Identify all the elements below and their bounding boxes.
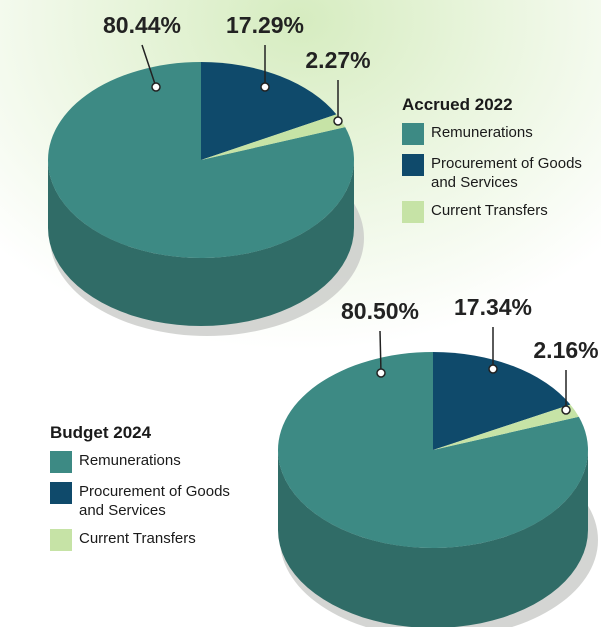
value-label: 2.16% <box>533 337 598 363</box>
legend-label: Current Transfers <box>431 202 548 219</box>
legend-swatch <box>50 482 72 504</box>
value-label: 17.29% <box>226 12 304 38</box>
legend: Accrued 2022 Remunerations Procurement of … <box>402 95 591 232</box>
leader-dot <box>376 368 386 378</box>
leader-dot <box>151 82 161 92</box>
legend-entry: Procurement of Goods and Services <box>50 482 239 520</box>
leader-dot <box>488 364 498 374</box>
pie-slice <box>47 62 355 258</box>
pie-side <box>48 160 354 326</box>
leader-line <box>141 44 157 88</box>
leader-dot <box>561 405 571 415</box>
legend: Budget 2024 Remunerations Procurement of G… <box>50 423 239 560</box>
legend-title: Accrued 2022 <box>402 95 513 114</box>
pie-slice <box>433 352 571 450</box>
legend-swatch <box>402 123 424 145</box>
legend-swatch <box>402 154 424 176</box>
legend-title: Budget 2024 <box>50 423 152 442</box>
pie-side <box>278 450 588 627</box>
legend-swatch <box>50 451 72 473</box>
leader-dot <box>333 116 343 126</box>
legend-entry: Procurement of Goods and Services <box>402 154 591 192</box>
value-label: 2.27% <box>305 47 370 73</box>
pie-slice <box>433 404 579 450</box>
legend-swatch <box>50 529 72 551</box>
legend-entry: Remunerations <box>402 123 591 145</box>
pie-slice <box>201 62 337 160</box>
legend-label: Procurement of Goods and Services <box>79 483 230 519</box>
legend-entry: Current Transfers <box>50 529 239 551</box>
value-label: 17.34% <box>454 294 532 320</box>
leader-line <box>379 330 382 374</box>
value-label: 80.44% <box>103 12 181 38</box>
legend-label: Remunerations <box>431 124 533 141</box>
legend-label: Current Transfers <box>79 530 196 547</box>
legend-label: Remunerations <box>79 452 181 469</box>
legend-label: Procurement of Goods and Services <box>431 155 582 191</box>
legend-entry: Remunerations <box>50 451 239 473</box>
pie-slice <box>201 114 346 160</box>
legend-swatch <box>402 201 424 223</box>
pie-slice <box>278 352 589 549</box>
legend-entry: Current Transfers <box>402 201 591 223</box>
leader-dot <box>260 82 270 92</box>
value-label: 80.50% <box>341 298 419 324</box>
